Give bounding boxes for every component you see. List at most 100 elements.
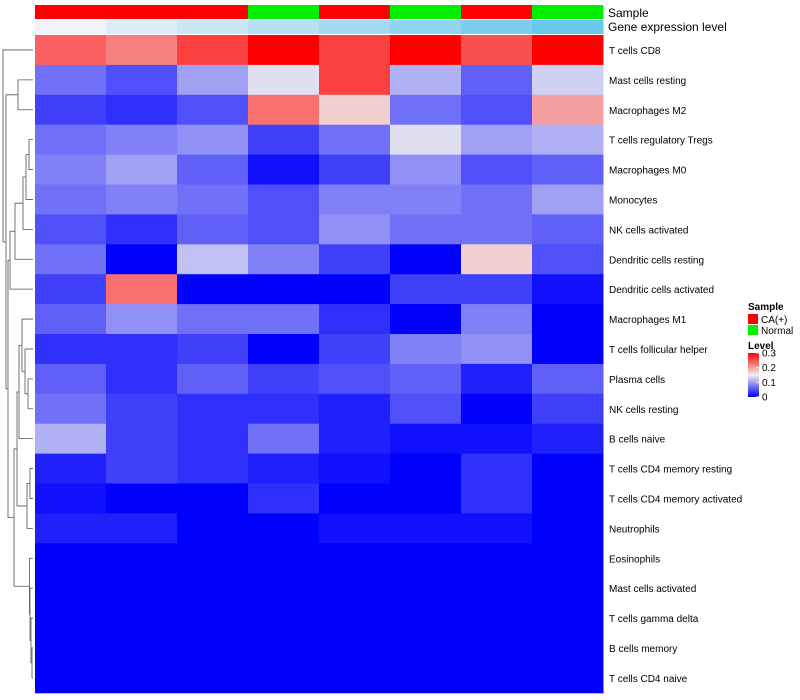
row-label: NK cells activated (609, 225, 688, 236)
heatmap-cell (248, 94, 320, 126)
heatmap-cell (319, 154, 391, 185)
heatmap-cell (461, 543, 533, 574)
heatmap-cell (319, 603, 391, 634)
heatmap-cell (390, 513, 462, 544)
row-label: T cells CD8 (609, 46, 661, 57)
heatmap-cell (532, 633, 604, 664)
heatmap-cell (319, 94, 391, 126)
heatmap-cell (532, 603, 604, 634)
heatmap-cell (461, 304, 533, 335)
legend-level-tick-label: 0 (762, 393, 768, 404)
heatmap-cell (319, 35, 391, 66)
heatmap-cell (106, 304, 178, 335)
heatmap-cell (106, 124, 178, 156)
dendrogram-branch (28, 139, 33, 170)
heatmap-cell (532, 94, 604, 126)
heatmap-cell (319, 393, 391, 425)
heatmap-cell (319, 543, 391, 574)
heatmap-cell (106, 64, 178, 96)
legend-sample-title: Sample (748, 302, 784, 313)
heatmap-cell (35, 453, 107, 484)
heatmap-cell (461, 483, 533, 514)
heatmap-cell (390, 633, 462, 664)
heatmap-cell (461, 393, 533, 425)
heatmap-cell (106, 35, 178, 66)
sample-annotation-cell (319, 5, 391, 19)
heatmap-cell (390, 573, 462, 604)
heatmap-cell (461, 154, 533, 185)
heatmap-cell (248, 423, 320, 455)
heatmap-cell (177, 453, 249, 484)
heatmap-cell (532, 453, 604, 484)
heatmap-cell (248, 154, 320, 185)
heatmap-cell (248, 214, 320, 245)
gene-expression-annotation-cell (177, 20, 249, 34)
heatmap-cell (248, 513, 320, 544)
dendrogram-branch (16, 391, 27, 507)
row-label: Neutrophils (609, 524, 660, 535)
gene-expression-annotation-cell (106, 20, 178, 34)
heatmap-cell (35, 274, 107, 305)
heatmap-cell (35, 124, 107, 156)
heatmap-cell (390, 483, 462, 514)
heatmap-cell (532, 124, 604, 156)
dendrogram-branch (21, 318, 33, 372)
heatmap-cell (35, 543, 107, 574)
heatmap-cell (532, 363, 604, 395)
heatmap-cell (177, 274, 249, 305)
heatmap-cell (461, 334, 533, 365)
heatmap-cell (319, 483, 391, 514)
heatmap-cell (319, 184, 391, 215)
heatmap-cell (532, 662, 604, 694)
heatmap-cell (106, 543, 178, 574)
heatmap-cell (319, 304, 391, 335)
gene-expression-annotation-cell (35, 20, 107, 34)
row-label: Macrophages M1 (609, 315, 687, 326)
heatmap-cell (532, 274, 604, 305)
heatmap-cell (35, 184, 107, 215)
heatmap-cell (319, 662, 391, 694)
heatmap-cell (390, 543, 462, 574)
heatmap-cell (461, 184, 533, 215)
heatmap-cell (177, 603, 249, 634)
heatmap-cell (461, 363, 533, 395)
row-label: Mast cells resting (609, 76, 686, 87)
heatmap-cell (390, 304, 462, 335)
heatmap-cell (390, 363, 462, 395)
heatmap-cell (35, 154, 107, 185)
heatmap-cell (532, 154, 604, 185)
heatmap-cell (248, 334, 320, 365)
heatmap-cell (532, 393, 604, 425)
heatmap-cell (177, 124, 249, 156)
heatmap-cell (461, 124, 533, 156)
heatmap-cell (35, 603, 107, 634)
heatmap-cell (177, 35, 249, 66)
dendrogram-branch (29, 587, 33, 641)
heatmap-cell (390, 214, 462, 245)
heatmap-cell (461, 274, 533, 305)
heatmap-cell (461, 603, 533, 634)
heatmap-cell (35, 244, 107, 275)
dendrogram-branch (22, 176, 33, 230)
legend-sample-swatch (748, 325, 758, 335)
heatmap-cell (390, 393, 462, 425)
heatmap-cell (177, 573, 249, 604)
heatmap-cell (532, 214, 604, 245)
dendrogram-branch (31, 647, 33, 679)
row-label: Dendritic cells resting (609, 255, 704, 266)
sample-annotation-cell (532, 5, 604, 19)
dendrogram-branch (25, 154, 33, 200)
heatmap-cell (319, 423, 391, 455)
heatmap-cell (390, 94, 462, 126)
heatmap-cell (248, 633, 320, 664)
heatmap-cell (461, 453, 533, 484)
heatmap-cell (390, 35, 462, 66)
heatmap-cell (390, 662, 462, 694)
heatmap-cell (106, 453, 178, 484)
heatmap-cell (319, 453, 391, 484)
row-label: B cells memory (609, 644, 677, 655)
heatmap-cell (319, 513, 391, 544)
heatmap-cell (106, 244, 178, 275)
heatmap-cell (461, 573, 533, 604)
heatmap-cell (35, 214, 107, 245)
